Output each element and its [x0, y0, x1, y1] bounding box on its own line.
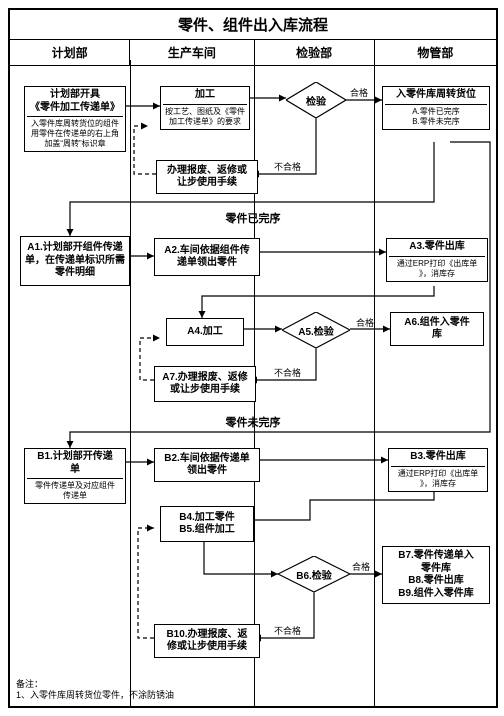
footnote: 备注：1、入零件库周转货位零件，不涂防锈油 [16, 679, 490, 702]
page-title: 零件、组件出入库流程 [10, 10, 496, 40]
node-sB45: B4.加工零件B5.组件加工 [160, 506, 254, 542]
node-wB789: B7.零件传递单入零件库B8.零件出库B9.组件入零件库 [382, 546, 490, 604]
section-label: 零件未完序 [10, 414, 496, 430]
node-w1: 入零件库周转货位A.零件已完序B.零件未完序 [382, 86, 490, 130]
node-wA6: A6.组件入零件库 [390, 312, 484, 346]
page: 零件、组件出入库流程 计划部 生产车间 检验部 物管部 合格不合格合格不合格合格… [8, 8, 498, 708]
node-pB1: B1.计划部开传递单零件传递单及对应组件传递单 [24, 448, 126, 504]
node-p1: 计划部开具《零件加工传递单》入零件库周转货位的组件用零件在传递单的右上角加盖“周… [24, 86, 126, 152]
edge-label: 合格 [352, 560, 370, 573]
node-s1: 加工按工艺、图纸及《零件加工传递单》的要求 [160, 86, 250, 130]
node-wA3: A3.零件出库通过ERP打印《出库单》，消库存 [386, 238, 488, 282]
edge-label: 合格 [350, 86, 368, 99]
node-sA4: A4.加工 [166, 318, 244, 346]
node-sB10: B10.办理报废、返修或让步使用手续 [154, 624, 260, 658]
edge-label: 不合格 [274, 624, 301, 637]
node-i1: 检验 [286, 82, 346, 118]
edge-label: 不合格 [274, 366, 301, 379]
node-sA7: A7.办理报废、返修或让步使用手续 [154, 366, 256, 402]
node-pA1: A1.计划部开组件传递单，在传递单标识所需零件明细 [20, 236, 130, 286]
node-s2: 办理报废、返修或让步使用手续 [156, 160, 258, 194]
edge-label: 合格 [356, 316, 374, 329]
node-iA5: A5.检验 [282, 312, 350, 348]
node-iB6: B6.检验 [278, 556, 350, 592]
edge-label: 不合格 [274, 160, 301, 173]
flow-canvas: 合格不合格合格不合格合格不合格零件已完序零件未完序计划部开具《零件加工传递单》入… [10, 60, 496, 706]
node-sA2: A2.车间依据组件传递单领出零件 [154, 238, 260, 276]
node-wB3: B3.零件出库通过ERP打印《出库单》，消库存 [388, 448, 488, 492]
node-sB2: B2.车间依据传递单领出零件 [154, 448, 260, 482]
section-label: 零件已完序 [10, 210, 496, 226]
